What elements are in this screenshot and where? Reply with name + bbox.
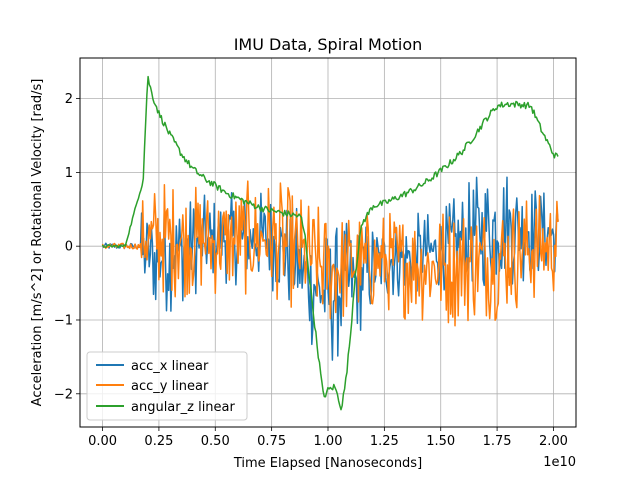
x-axis-label: Time Elapsed [Nanoseconds] <box>233 456 422 471</box>
x-axis-offset-label: 1e10 <box>543 455 576 470</box>
series-layer <box>101 75 559 411</box>
ticks: 0.00 0.25 0.50 0.75 1.00 1.25 1.50 1.75 2.00 −2 −1… <box>54 92 568 449</box>
x-tick-label: 0.25 <box>144 434 173 449</box>
legend-label-acc-x: acc_x linear <box>131 359 209 374</box>
series-line-acc-y <box>101 180 559 327</box>
x-tick-label: 1.00 <box>314 434 343 449</box>
x-tick-label: 1.25 <box>370 434 399 449</box>
x-tick-label: 0.50 <box>201 434 230 449</box>
x-tick-label: 1.75 <box>483 434 512 449</box>
x-tick-label: 1.50 <box>426 434 455 449</box>
series-line-angular-z <box>101 75 559 411</box>
y-tick-label: −2 <box>54 387 73 402</box>
x-tick-label: 0.00 <box>88 434 117 449</box>
chart-title: IMU Data, Spiral Motion <box>234 35 423 54</box>
y-tick-label: −1 <box>54 313 73 328</box>
legend: acc_x linear acc_y linear angular_z line… <box>86 351 248 421</box>
legend-label-angular-z: angular_z linear <box>131 400 236 415</box>
legend-box <box>86 351 248 421</box>
series-line-acc-x <box>101 176 559 361</box>
y-tick-label: 2 <box>65 92 73 107</box>
x-tick-label: 2.00 <box>539 434 568 449</box>
y-tick-label: 1 <box>65 166 73 181</box>
y-tick-label: 0 <box>65 240 73 255</box>
x-tick-label: 0.75 <box>257 434 286 449</box>
legend-label-acc-y: acc_y linear <box>131 379 209 394</box>
y-axis-label: Acceleration [m/s^2] or Rotational Veloc… <box>30 79 45 407</box>
